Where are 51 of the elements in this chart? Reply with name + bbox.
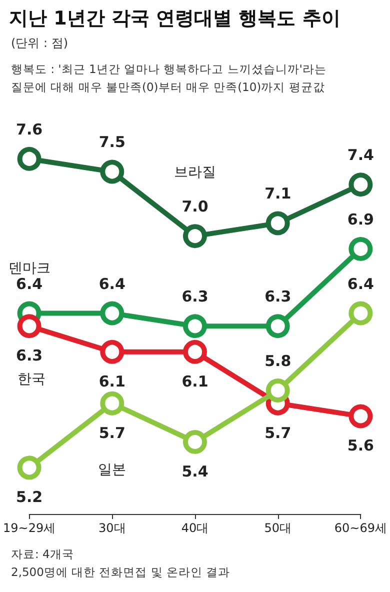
point — [183, 340, 207, 364]
point — [266, 211, 290, 236]
point — [183, 314, 207, 338]
point — [183, 430, 207, 454]
chart-title: 지난 1년간 각국 연령대별 행복도 추이 — [9, 8, 340, 30]
data-label: 5.7 — [264, 424, 292, 442]
data-label: 6.4 — [98, 274, 126, 293]
data-label: 7.4 — [347, 146, 374, 164]
point — [348, 236, 373, 261]
text: 덴마크 — [8, 260, 50, 276]
text: 한국 — [17, 371, 46, 388]
data-label: 5.8 — [264, 352, 292, 370]
point — [17, 456, 42, 480]
data-label: 6.4 — [16, 274, 43, 293]
text: 자료: 4개국 2,500명에 대한 전화면접 및 온라인 결과 — [11, 547, 230, 579]
text: 행복도 : '최근 1년간 얼마나 행복하다고 느끼셨습니까'라는 질문에 대해 매우 불만족(0)부터 매우 만족(10)까지 평균값 — [11, 62, 326, 94]
point — [100, 391, 124, 416]
data-label: 5.7 — [98, 424, 126, 442]
text: 일본 — [98, 462, 126, 478]
data-label: 5.2 — [16, 488, 43, 506]
point — [183, 224, 207, 248]
point — [266, 378, 290, 402]
x-tick-label: 60~69세 — [334, 521, 387, 535]
data-label: 6.4 — [347, 274, 374, 293]
point — [17, 146, 42, 171]
x-tick-label: 40대 — [181, 521, 209, 535]
chart-subtitle: (단위 : 점) — [11, 36, 68, 50]
point — [100, 160, 124, 184]
point — [348, 172, 373, 197]
data-label: 6.9 — [347, 210, 374, 228]
data-label: 7.6 — [16, 120, 43, 138]
point — [348, 301, 373, 326]
data-label: 5.6 — [347, 436, 374, 455]
point — [266, 314, 290, 338]
data-label: 6.1 — [98, 372, 126, 390]
data-label: 6.1 — [182, 372, 208, 390]
point — [17, 314, 42, 338]
data-label: 6.3 — [264, 288, 292, 306]
data-label: 6.3 — [16, 346, 43, 365]
data-label: 7.1 — [264, 184, 292, 203]
data-label: 7.5 — [98, 133, 126, 152]
x-tick-label: 19~29세 — [3, 521, 56, 535]
x-tick-label: 50대 — [264, 521, 292, 535]
point — [100, 340, 124, 364]
point — [100, 301, 124, 326]
x-tick-label: 30대 — [98, 521, 126, 535]
data-label: 7.0 — [182, 198, 208, 216]
text: 브라질 — [174, 164, 216, 180]
data-label: 6.3 — [182, 288, 208, 306]
point — [348, 404, 373, 428]
data-label: 5.4 — [182, 462, 208, 480]
